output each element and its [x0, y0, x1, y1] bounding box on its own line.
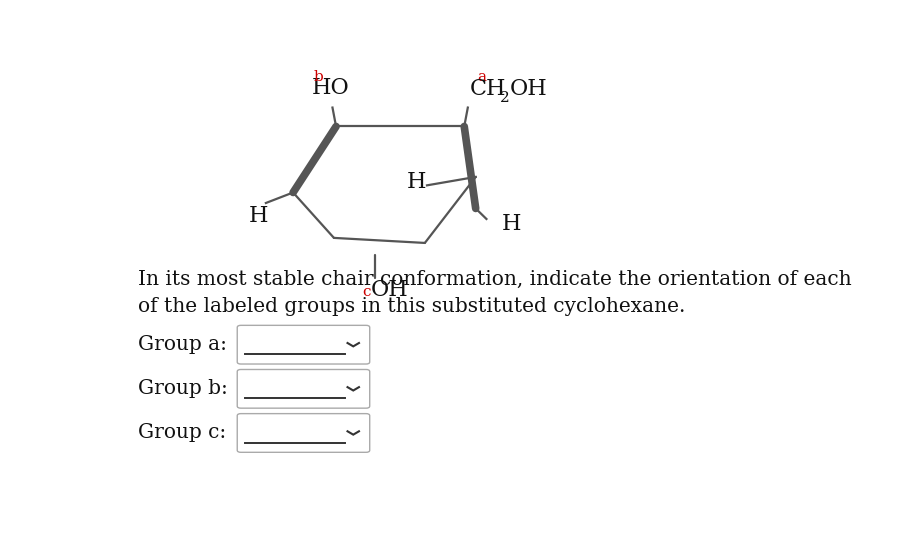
Text: Group c:: Group c: — [139, 424, 226, 442]
Text: b: b — [313, 69, 323, 84]
Text: H: H — [249, 205, 269, 227]
Text: 2: 2 — [500, 91, 510, 105]
FancyBboxPatch shape — [237, 325, 370, 364]
Text: HO: HO — [312, 77, 350, 99]
Text: In its most stable chair conformation, indicate the orientation of each
of the l: In its most stable chair conformation, i… — [139, 269, 852, 317]
Text: CH: CH — [470, 79, 506, 100]
Text: OH: OH — [509, 79, 547, 100]
FancyBboxPatch shape — [237, 370, 370, 408]
Text: Group b:: Group b: — [139, 379, 228, 399]
Text: H: H — [407, 171, 426, 193]
Text: H: H — [503, 213, 522, 235]
FancyBboxPatch shape — [237, 414, 370, 452]
Text: Group a:: Group a: — [139, 335, 227, 354]
Text: c: c — [362, 285, 371, 299]
Text: a: a — [478, 69, 487, 84]
Text: OH: OH — [371, 279, 409, 301]
